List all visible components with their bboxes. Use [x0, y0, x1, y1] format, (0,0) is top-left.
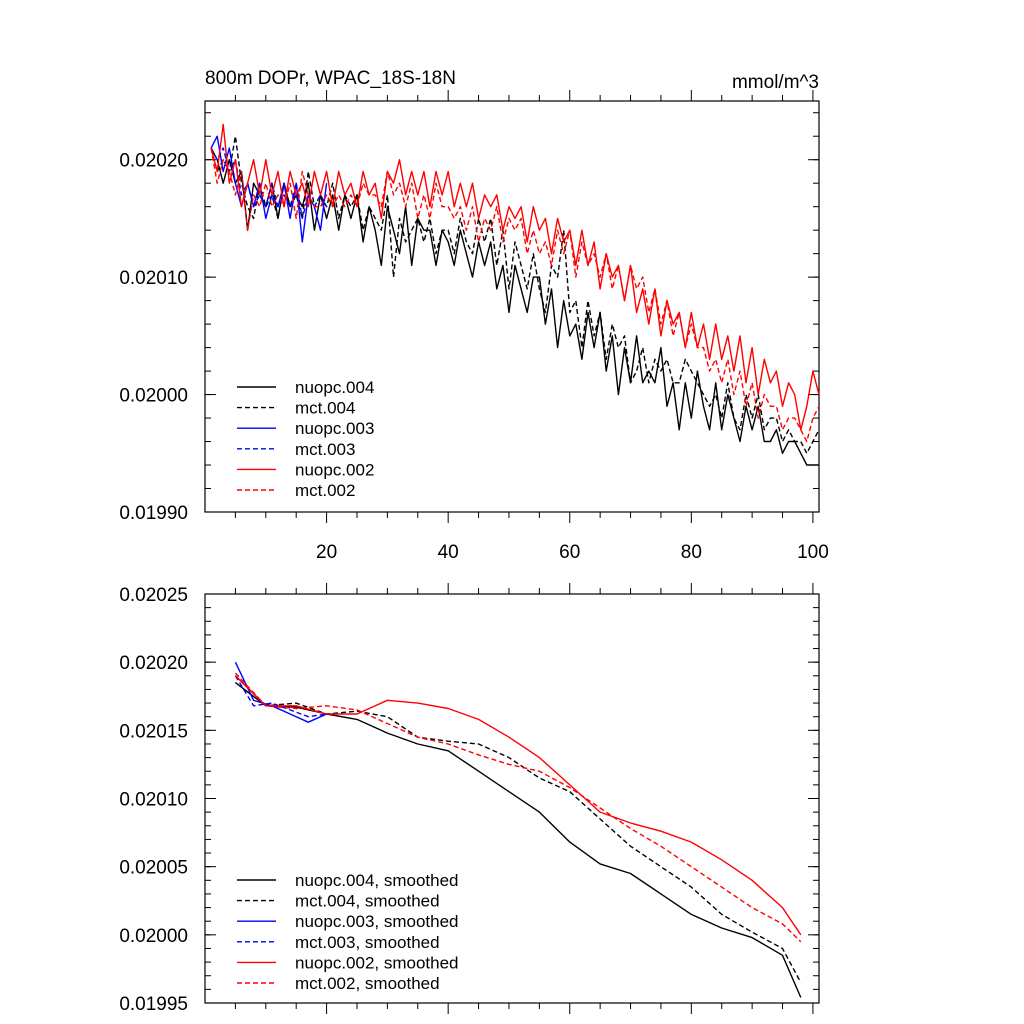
series-line-nuopc-002-smoothed [234, 675, 802, 936]
legend-label: mct.002, smoothed [295, 974, 440, 993]
y-tick-label: 0.02020 [119, 653, 188, 674]
legend-label: mct.004 [295, 399, 355, 418]
legend-label: nuopc.002, smoothed [295, 953, 459, 972]
legend-label: nuopc.004, smoothed [295, 871, 459, 890]
panel-1-title: 800m DOPr, WPAC_18S-18N [205, 68, 456, 89]
series-line-mct-003 [210, 147, 328, 220]
x-tick-label: 40 [438, 542, 459, 563]
legend-label: nuopc.002 [295, 460, 374, 479]
x-tick-label: 80 [681, 542, 702, 563]
x-tick-label: 60 [559, 542, 580, 563]
legend-label: mct.004, smoothed [295, 892, 440, 911]
y-tick-label: 0.02020 [119, 151, 188, 172]
y-tick-label: 0.01990 [119, 503, 188, 524]
series-line-nuopc-004-smoothed [234, 682, 802, 998]
legend-label: nuopc.003, smoothed [295, 912, 459, 931]
y-tick-label: 0.02000 [119, 926, 188, 947]
y-tick-label: 0.02025 [119, 585, 188, 606]
series-line-mct-002-smoothed [234, 672, 802, 943]
y-tick-label: 0.01995 [119, 994, 188, 1015]
plot-frame-1 [204, 100, 820, 513]
y-tick-label: 0.02005 [119, 858, 188, 879]
panel-1-top: 20 40 60 80 100 0.01990 0.02000 0.02010 0.02020 n… [119, 90, 829, 563]
x-tick-label: 100 [797, 542, 829, 563]
series-line-nuopc-002 [210, 123, 820, 431]
legend-label: nuopc.003 [295, 419, 374, 438]
x-tick-label: 20 [316, 542, 337, 563]
series-line-nuopc-004 [210, 147, 819, 466]
legend-label: mct.003, smoothed [295, 933, 440, 952]
y-tick-label: 0.02015 [119, 721, 188, 742]
legend-label: mct.002 [295, 481, 355, 500]
legend-label: mct.003 [295, 440, 355, 459]
series-line-nuopc-003-smoothed [234, 661, 327, 723]
y-tick-label: 0.02010 [119, 790, 188, 811]
series-line-mct-004 [210, 135, 820, 454]
panel-1-units: mmol/m^3 [732, 72, 819, 93]
y-tick-label: 0.02000 [119, 386, 188, 407]
y-tick-label: 0.02010 [119, 268, 188, 289]
panel-2-bottom: 0.01995 0.02000 0.02005 0.02010 0.02015 0.020… [119, 583, 820, 1015]
legend-label: nuopc.004 [295, 378, 374, 397]
